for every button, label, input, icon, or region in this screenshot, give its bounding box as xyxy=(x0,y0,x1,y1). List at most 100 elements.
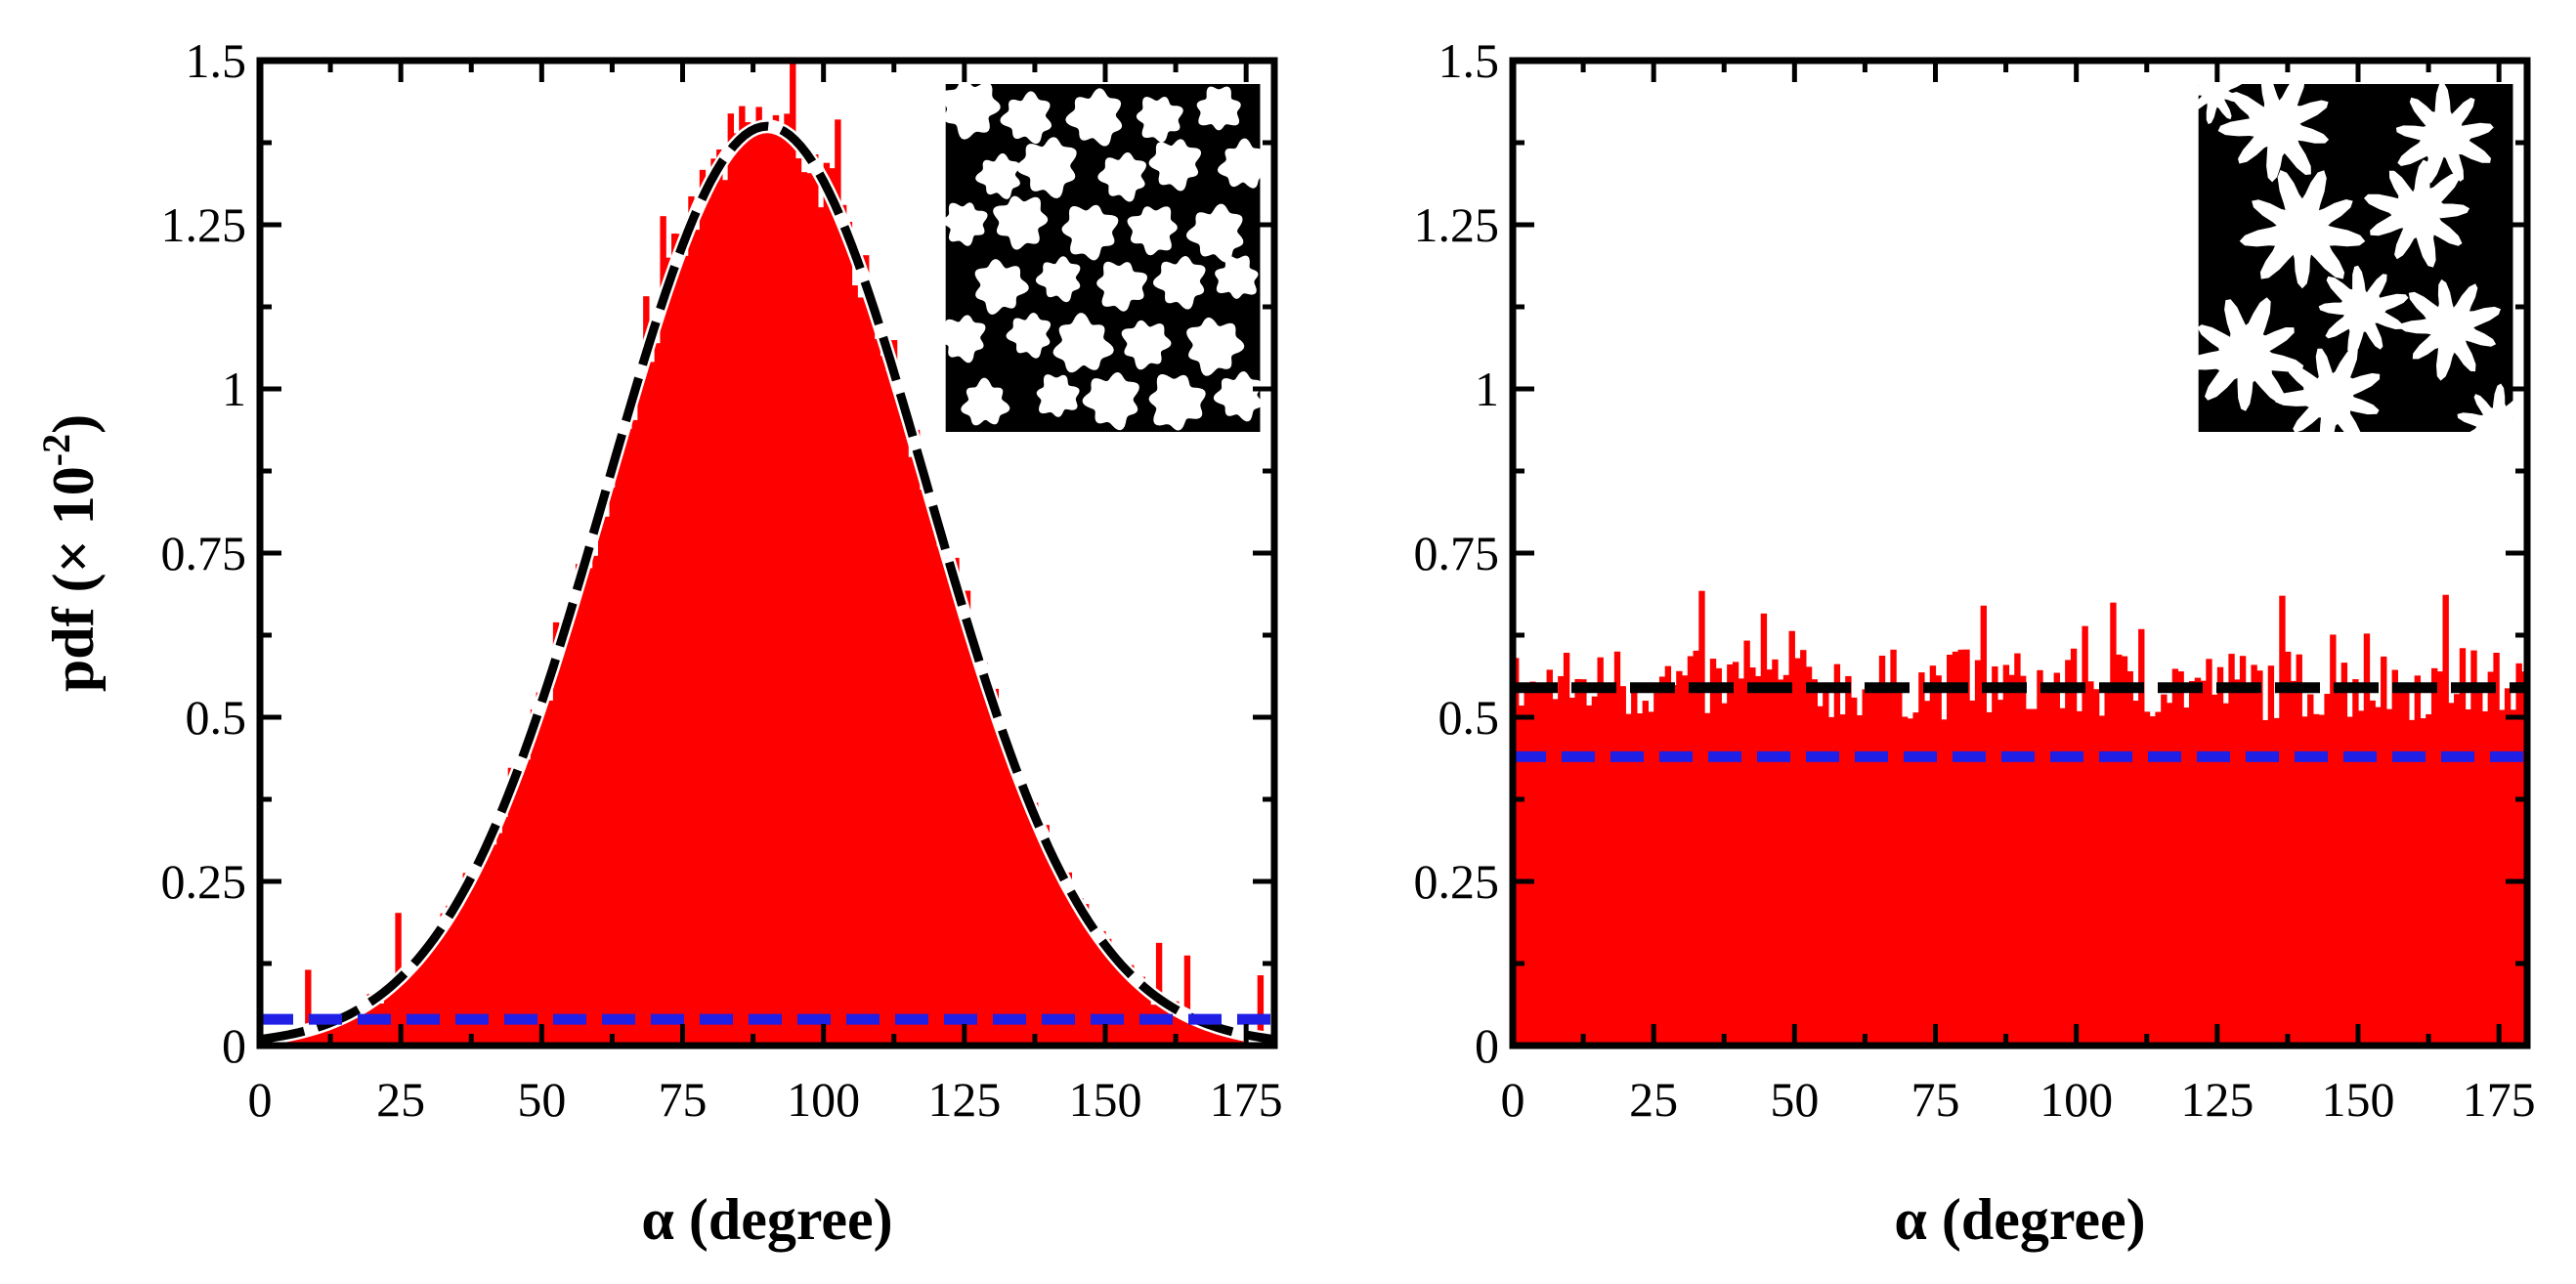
histogram-bar xyxy=(1715,667,1722,1046)
histogram-bar xyxy=(1648,711,1654,1046)
histogram-bar xyxy=(1128,964,1135,1046)
histogram-bar xyxy=(356,1015,363,1046)
histogram-bar xyxy=(1043,825,1050,1046)
histogram-bar xyxy=(2110,602,2117,1046)
histogram-bar xyxy=(969,645,976,1046)
histogram-bar xyxy=(2132,701,2139,1046)
histogram-bar xyxy=(2031,708,2038,1046)
inset-grain xyxy=(2457,383,2527,465)
histogram-bar xyxy=(332,1018,340,1046)
histogram-bar xyxy=(1082,904,1090,1046)
histogram-bar xyxy=(2420,718,2426,1046)
left-x-axis-label: α (degree) xyxy=(641,1187,892,1252)
histogram-bar xyxy=(547,700,554,1046)
histogram-bar xyxy=(327,1016,334,1046)
histogram-bar xyxy=(479,860,487,1046)
histogram-bar xyxy=(1952,651,1959,1046)
inset-grain xyxy=(1213,371,1263,422)
histogram-bar xyxy=(2126,670,2133,1046)
histogram-bar xyxy=(1088,920,1095,1046)
inset-grain xyxy=(1061,204,1119,261)
histogram-bar xyxy=(676,234,684,1046)
inset-grain xyxy=(1006,313,1052,359)
histogram-bar xyxy=(417,958,424,1046)
inset-grain xyxy=(2275,346,2381,451)
histogram-bar xyxy=(2358,710,2365,1046)
histogram-bar xyxy=(648,362,656,1046)
x-tick-label: 175 xyxy=(2463,1072,2536,1127)
histogram-bar xyxy=(615,445,622,1046)
histogram-bar xyxy=(2014,653,2021,1046)
histogram-bar xyxy=(1856,714,1864,1046)
histogram-bar xyxy=(924,487,931,1046)
histogram-bar xyxy=(817,207,825,1046)
histogram-bar xyxy=(2510,709,2517,1046)
inset-grain xyxy=(2395,82,2494,185)
histogram-bar xyxy=(1518,706,1525,1046)
histogram-bar xyxy=(2065,660,2072,1046)
histogram-bar xyxy=(2499,709,2506,1046)
histogram-bar xyxy=(2346,716,2353,1046)
x-tick-label: 75 xyxy=(659,1072,708,1127)
histogram-bar xyxy=(800,172,807,1046)
inset-grain xyxy=(974,259,1029,315)
x-tick-label: 25 xyxy=(376,1072,425,1127)
histogram-bar xyxy=(744,122,751,1046)
left-inset-micrograph xyxy=(937,79,1269,432)
histogram-bar xyxy=(406,964,413,1046)
histogram-bar xyxy=(694,230,701,1046)
histogram-bar xyxy=(541,681,548,1046)
histogram-bar xyxy=(485,831,493,1046)
histogram-bar xyxy=(2369,700,2376,1046)
histogram-bar xyxy=(536,692,542,1046)
x-tick-label: 0 xyxy=(248,1072,273,1127)
histogram-bar xyxy=(1619,686,1626,1046)
y-tick-label: 0.75 xyxy=(161,526,247,580)
inset-grain xyxy=(1016,137,1077,198)
histogram-bar xyxy=(1201,1025,1208,1046)
inset-grain xyxy=(1215,255,1259,299)
y-tick-label: 0.5 xyxy=(1438,690,1500,745)
inset-grain xyxy=(2318,265,2409,357)
histogram-bar xyxy=(1257,975,1265,1046)
histogram-bar xyxy=(2183,707,2190,1046)
x-tick-label: 125 xyxy=(927,1072,1001,1127)
histogram-bar xyxy=(350,1006,357,1046)
histogram-bar xyxy=(2002,664,2010,1046)
inset-grain xyxy=(2239,170,2366,289)
histogram-bar xyxy=(1240,1037,1247,1046)
histogram-bar xyxy=(845,222,853,1046)
histogram-bar xyxy=(767,130,774,1046)
histogram-bar xyxy=(1698,590,1705,1046)
histogram-bar xyxy=(1014,771,1022,1046)
histogram-bar xyxy=(507,767,515,1046)
left-axes-frame xyxy=(256,57,1278,1049)
inset-grain xyxy=(1217,138,1269,189)
inset-grain xyxy=(1148,139,1201,192)
histogram-bar xyxy=(654,343,662,1046)
histogram-bar xyxy=(778,125,785,1046)
histogram-bar xyxy=(1133,983,1140,1046)
histogram-bar xyxy=(1957,649,1964,1046)
histogram-bar xyxy=(851,285,858,1046)
histogram-bar xyxy=(1969,700,1976,1046)
histogram-bar xyxy=(1664,665,1672,1046)
histogram-bar xyxy=(1591,696,1599,1046)
right-fit-curves xyxy=(1513,682,2527,762)
inset-grain xyxy=(1186,317,1245,376)
inset-grain xyxy=(1036,374,1080,417)
histogram-bar xyxy=(1004,749,1010,1046)
right-histogram-bars xyxy=(1513,590,2527,1046)
histogram-bar xyxy=(1613,651,1621,1046)
histogram-bar xyxy=(592,555,599,1046)
x-tick-label: 100 xyxy=(2039,1072,2113,1127)
left-y-axis-label-exponent: -2 xyxy=(34,434,78,466)
histogram-bar xyxy=(609,487,616,1046)
inset-grain xyxy=(943,202,988,246)
histogram-bar xyxy=(2381,656,2387,1046)
histogram-bar xyxy=(1907,718,1914,1046)
histogram-bar xyxy=(513,768,520,1046)
histogram-bar xyxy=(643,296,650,1046)
inset-grain xyxy=(1153,255,1206,310)
histogram-bar xyxy=(1772,659,1779,1046)
